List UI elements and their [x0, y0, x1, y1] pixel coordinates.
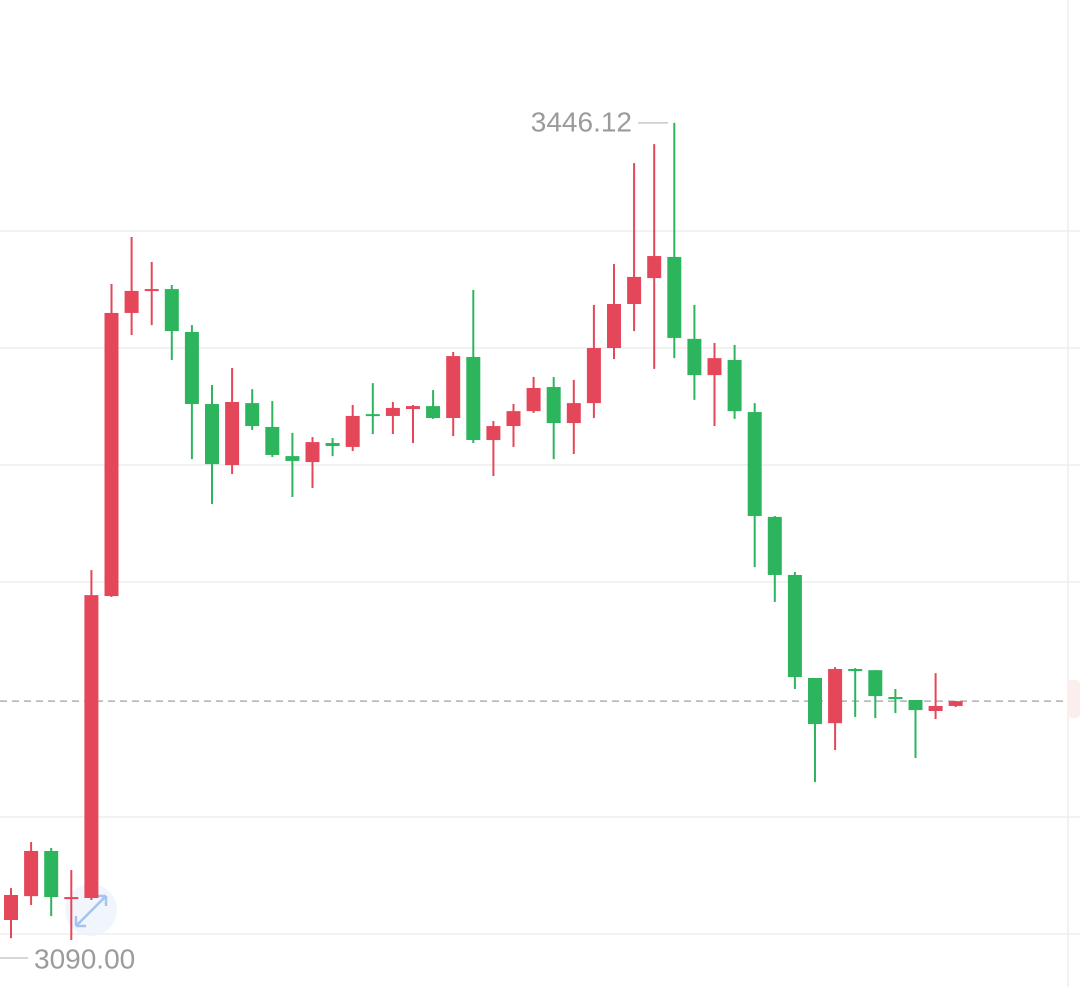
candle-body [747, 412, 762, 516]
candle-body [44, 850, 59, 898]
candle-body [828, 669, 843, 724]
candle-body [124, 290, 139, 313]
candle-body [808, 677, 822, 725]
candle-body [647, 256, 662, 279]
candle-body [607, 303, 621, 349]
min-label: 3090.00 [34, 943, 135, 974]
candle-body [164, 289, 179, 332]
candle-body [345, 415, 360, 447]
candle-body [144, 289, 159, 292]
candle-body [365, 414, 380, 417]
candle-body [426, 406, 441, 419]
candle-body [225, 401, 240, 466]
candle-body [446, 356, 461, 419]
candle-body [908, 699, 923, 711]
candle-body [687, 338, 702, 376]
candle-body [104, 312, 119, 597]
candle-body [928, 705, 943, 711]
candle-body [265, 426, 280, 455]
candle-body [566, 403, 581, 424]
candle-body [24, 850, 39, 897]
candle-body [385, 407, 400, 416]
candle-body [406, 406, 420, 410]
candle-body [627, 276, 642, 304]
candle-body [546, 387, 561, 424]
candle-body [848, 669, 863, 672]
candle-body [707, 358, 722, 376]
candle-body [888, 697, 903, 700]
candle-body [767, 516, 782, 575]
candle-body [586, 348, 601, 404]
candle-body [64, 897, 79, 900]
candle-body [526, 387, 541, 412]
candle-body [727, 359, 742, 412]
candle-body [285, 456, 300, 461]
candle-body [667, 256, 682, 338]
candle-body [84, 595, 99, 898]
candle-body [305, 442, 320, 463]
candle-body [486, 426, 501, 441]
candle-body [184, 331, 199, 405]
max-label: 3446.12 [531, 106, 632, 137]
expand-icon[interactable] [65, 884, 117, 936]
candle-body [868, 670, 883, 697]
price-tag [1068, 680, 1080, 718]
candle-body [948, 701, 963, 706]
candle-body [787, 574, 802, 678]
candle-body [466, 356, 481, 441]
candle-body [325, 443, 340, 447]
candle-body [4, 894, 18, 921]
candle-body [506, 411, 521, 427]
candle-body [205, 404, 219, 465]
candle-body [245, 403, 260, 427]
